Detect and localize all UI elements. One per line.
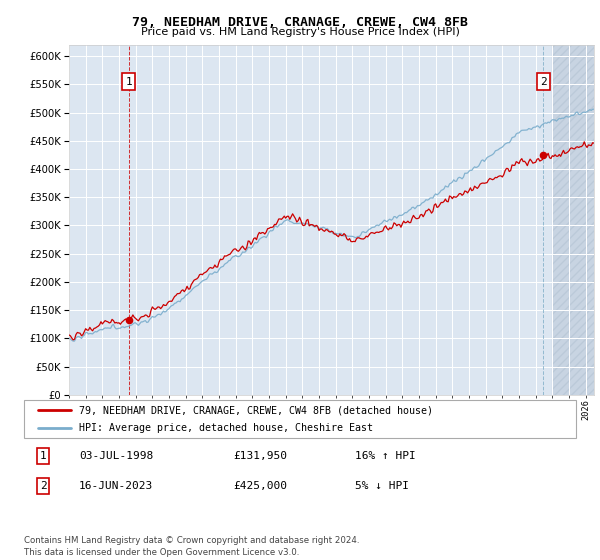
Text: 1: 1 — [125, 77, 132, 87]
Text: 2: 2 — [40, 481, 47, 491]
Text: 1: 1 — [40, 451, 47, 461]
Text: Contains HM Land Registry data © Crown copyright and database right 2024.
This d: Contains HM Land Registry data © Crown c… — [24, 536, 359, 557]
Text: £131,950: £131,950 — [234, 451, 288, 461]
Text: 16% ↑ HPI: 16% ↑ HPI — [355, 451, 416, 461]
Text: 79, NEEDHAM DRIVE, CRANAGE, CREWE, CW4 8FB (detached house): 79, NEEDHAM DRIVE, CRANAGE, CREWE, CW4 8… — [79, 405, 433, 415]
Text: 5% ↓ HPI: 5% ↓ HPI — [355, 481, 409, 491]
Text: 16-JUN-2023: 16-JUN-2023 — [79, 481, 154, 491]
Text: 79, NEEDHAM DRIVE, CRANAGE, CREWE, CW4 8FB: 79, NEEDHAM DRIVE, CRANAGE, CREWE, CW4 8… — [132, 16, 468, 29]
Text: £425,000: £425,000 — [234, 481, 288, 491]
Text: 03-JUL-1998: 03-JUL-1998 — [79, 451, 154, 461]
Bar — [553, 45, 594, 395]
Text: Price paid vs. HM Land Registry's House Price Index (HPI): Price paid vs. HM Land Registry's House … — [140, 27, 460, 38]
Text: 2: 2 — [540, 77, 547, 87]
Text: HPI: Average price, detached house, Cheshire East: HPI: Average price, detached house, Ches… — [79, 423, 373, 433]
FancyBboxPatch shape — [24, 400, 576, 438]
Bar — [553, 45, 594, 395]
